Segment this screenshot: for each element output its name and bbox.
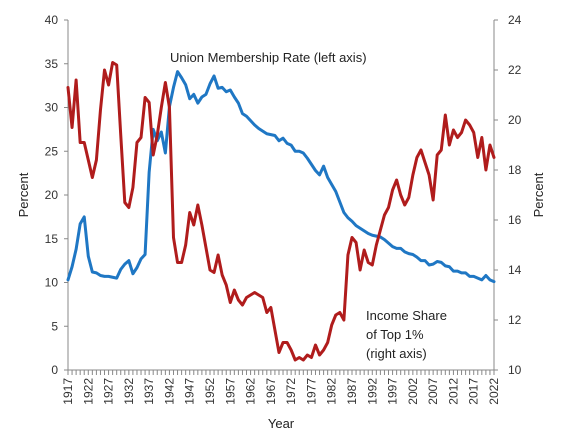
x-tick-label: 1922 (81, 378, 95, 405)
left-tick-label: 0 (51, 363, 58, 377)
income-annotation-line-3: (right axis) (366, 346, 427, 361)
left-tick-label: 20 (45, 188, 59, 202)
left-tick-label: 25 (45, 144, 59, 158)
income-annotation-line-2: of Top 1% (366, 327, 424, 342)
x-tick-label: 1992 (365, 378, 379, 405)
union-membership-series-line (66, 70, 496, 284)
right-tick-label: 22 (508, 63, 522, 77)
x-tick-label: 1942 (162, 378, 176, 405)
x-tick-label: 1987 (345, 378, 359, 405)
x-tick-label: 1937 (142, 378, 156, 405)
x-tick-label: 2017 (467, 378, 481, 405)
x-tick-label: 1932 (122, 378, 136, 405)
x-tick-label: 1972 (284, 378, 298, 405)
x-tick-label: 2022 (487, 378, 501, 405)
right-tick-label: 14 (508, 263, 522, 277)
left-tick-label: 30 (45, 101, 59, 115)
x-tick-label: 1917 (61, 378, 75, 405)
left-tick-label: 15 (45, 232, 59, 246)
right-tick-label: 12 (508, 313, 522, 327)
x-tick-label: 1962 (244, 378, 258, 405)
x-tick-label: 1977 (304, 378, 318, 405)
x-tick-label: 1952 (203, 378, 217, 405)
x-tick-label: 1997 (386, 378, 400, 405)
left-tick-label: 40 (45, 13, 59, 27)
right-tick-label: 18 (508, 163, 522, 177)
x-axis-title: Year (268, 416, 295, 431)
right-tick-label: 24 (508, 13, 522, 27)
left-tick-label: 5 (51, 319, 58, 333)
union-series-annotation: Union Membership Rate (left axis) (170, 50, 367, 65)
series-layer (66, 61, 496, 362)
x-tick-label: 1947 (183, 378, 197, 405)
left-tick-label: 35 (45, 57, 59, 71)
right-axis-ticks: 10 12 14 16 18 20 22 24 (494, 13, 522, 377)
top1-income-share-series-line (66, 61, 496, 362)
x-tick-label: 1957 (223, 378, 237, 405)
income-annotation-line-1: Income Share (366, 308, 447, 323)
x-tick-label: 1982 (325, 378, 339, 405)
x-tick-label: 2012 (446, 378, 460, 405)
right-tick-label: 16 (508, 213, 522, 227)
x-tick-label: 1927 (102, 378, 116, 405)
right-tick-label: 10 (508, 363, 522, 377)
x-tick-label: 1967 (264, 378, 278, 405)
right-tick-label: 20 (508, 113, 522, 127)
x-tick-label: 2007 (426, 378, 440, 405)
left-tick-label: 10 (45, 276, 59, 290)
x-axis-ticks: 1917 1922 1927 1932 1937 1942 1947 1952 1957 1962… (61, 370, 501, 405)
right-axis-title: Percent (531, 172, 546, 217)
left-axis-ticks: 0 5 10 15 20 25 30 35 40 (45, 13, 68, 377)
left-axis-title: Percent (16, 172, 31, 217)
x-tick-label: 2002 (406, 378, 420, 405)
